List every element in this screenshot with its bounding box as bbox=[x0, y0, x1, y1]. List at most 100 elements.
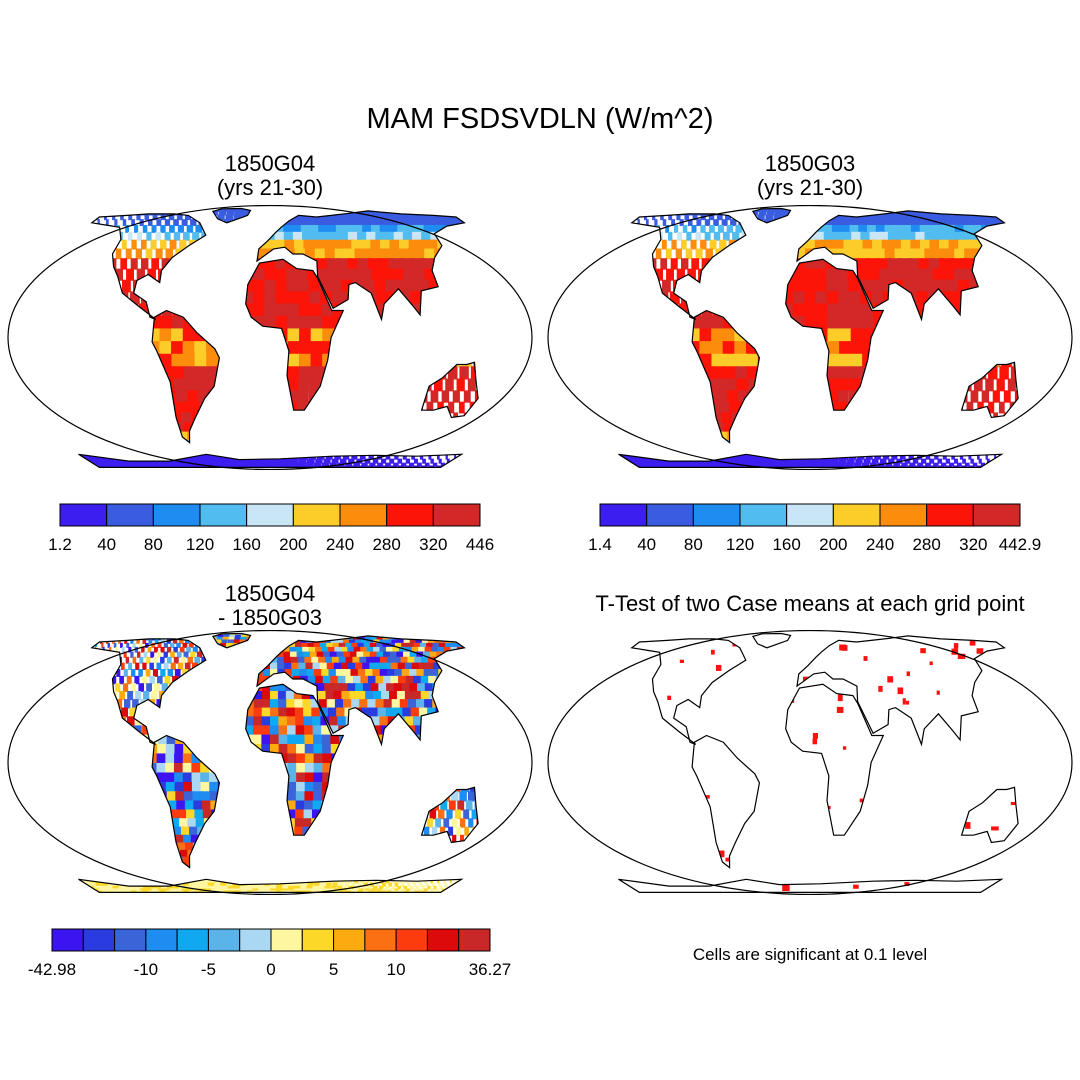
field-cell bbox=[382, 849, 388, 858]
field-cell bbox=[417, 208, 429, 210]
field-cell bbox=[785, 431, 798, 441]
field-cell bbox=[853, 210, 864, 216]
field-cell bbox=[1039, 269, 1057, 281]
coastline-northAmerica bbox=[630, 213, 747, 320]
field-cell bbox=[669, 208, 677, 210]
field-cell bbox=[468, 690, 479, 701]
field-cell bbox=[378, 683, 391, 692]
field-cell bbox=[641, 353, 657, 368]
field-cell bbox=[761, 224, 770, 233]
field-cell bbox=[738, 279, 750, 293]
field-cell bbox=[136, 268, 145, 281]
field-cell bbox=[365, 868, 371, 875]
field-cell bbox=[387, 809, 395, 820]
field-cell bbox=[94, 856, 109, 864]
field-cell bbox=[115, 636, 120, 641]
field-cell bbox=[445, 453, 448, 460]
field-cell bbox=[691, 258, 700, 270]
field-cell bbox=[462, 341, 474, 355]
field-cell bbox=[302, 231, 315, 241]
field-cell bbox=[397, 639, 409, 644]
field-cell bbox=[37, 735, 45, 745]
field-cell bbox=[107, 634, 112, 638]
field-cell bbox=[88, 439, 106, 449]
field-cell bbox=[102, 809, 115, 820]
field-cell bbox=[118, 809, 131, 820]
field-cell bbox=[460, 258, 479, 270]
field-cell bbox=[119, 431, 136, 441]
field-cell bbox=[261, 734, 271, 745]
field-cell bbox=[112, 762, 123, 774]
field-cell bbox=[502, 402, 506, 414]
field-cell bbox=[244, 258, 256, 270]
field-cell bbox=[128, 431, 146, 441]
field-cell bbox=[193, 725, 203, 736]
field-cell bbox=[174, 669, 181, 677]
field-cell bbox=[889, 208, 900, 210]
field-cell bbox=[825, 412, 837, 424]
field-cell bbox=[301, 642, 310, 648]
field-cell bbox=[243, 412, 256, 424]
field-cell bbox=[438, 716, 451, 727]
field-cell bbox=[365, 743, 376, 755]
field-cell bbox=[289, 465, 298, 468]
field-cell bbox=[879, 458, 887, 464]
field-cell bbox=[172, 633, 179, 636]
field-cell bbox=[815, 401, 827, 414]
field-cell bbox=[213, 862, 224, 870]
field-cell bbox=[929, 458, 935, 464]
field-cell bbox=[966, 401, 974, 414]
field-cell bbox=[424, 683, 438, 692]
field-cell bbox=[595, 412, 613, 423]
field-cell bbox=[467, 378, 476, 392]
field-cell bbox=[707, 447, 722, 455]
field-cell bbox=[473, 328, 479, 343]
field-cell bbox=[238, 834, 248, 844]
field-cell bbox=[59, 303, 69, 316]
field-cell bbox=[386, 656, 399, 664]
field-cell bbox=[367, 439, 374, 449]
field-cell bbox=[814, 439, 825, 449]
field-cell bbox=[924, 248, 941, 260]
field-cell bbox=[896, 315, 910, 330]
coastline-greenland bbox=[751, 207, 792, 224]
field-cell bbox=[258, 210, 267, 216]
field-cell bbox=[852, 208, 862, 212]
field-cell bbox=[367, 675, 380, 685]
field-cell bbox=[317, 868, 325, 875]
field-cell bbox=[321, 439, 330, 449]
field-cell bbox=[286, 291, 300, 305]
field-cell bbox=[777, 231, 788, 241]
field-cell bbox=[618, 341, 620, 355]
field-cell bbox=[397, 849, 403, 858]
field-cell bbox=[206, 634, 212, 638]
field-cell bbox=[805, 447, 816, 455]
field-cell bbox=[208, 683, 216, 692]
field-cell bbox=[362, 842, 369, 851]
field-cell bbox=[261, 725, 271, 736]
field-cell bbox=[933, 231, 950, 241]
field-cell bbox=[222, 690, 231, 701]
field-cell bbox=[845, 422, 855, 433]
field-cell bbox=[850, 366, 862, 380]
field-cell bbox=[112, 214, 116, 221]
field-cell bbox=[794, 412, 806, 424]
field-cell bbox=[346, 214, 360, 221]
field-cell bbox=[170, 651, 175, 658]
field-cell bbox=[34, 412, 53, 423]
field-cell bbox=[345, 462, 353, 467]
field-cell bbox=[897, 258, 913, 270]
field-cell bbox=[662, 208, 670, 210]
field-cell bbox=[423, 669, 437, 677]
field-cell bbox=[895, 422, 904, 433]
field-cell bbox=[693, 390, 709, 403]
field-cell bbox=[118, 412, 135, 424]
field-cell bbox=[364, 458, 371, 464]
field-cell bbox=[596, 354, 611, 368]
field-cell bbox=[906, 465, 914, 468]
field-cell bbox=[45, 280, 52, 293]
field-cell bbox=[668, 431, 686, 441]
field-cell bbox=[310, 328, 324, 343]
field-cell bbox=[285, 690, 296, 701]
field-cell bbox=[256, 651, 265, 658]
